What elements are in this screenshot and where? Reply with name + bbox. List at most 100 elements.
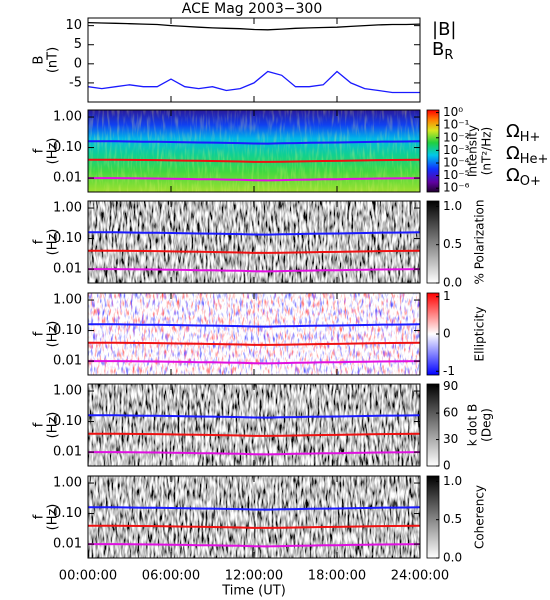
colorbar-tick-label: 10⁻² (443, 130, 470, 144)
y-tick-label: 0.10 (53, 231, 82, 246)
colorbar (426, 383, 440, 467)
legend-symbol: Ω (506, 121, 520, 142)
y-tick-label: 0.10 (53, 414, 82, 429)
y-axis-label: f (32, 148, 47, 153)
y-axis-label: f (32, 331, 47, 336)
y-axis-label: (Hz) (46, 504, 61, 531)
colorbar-tick-label: 10⁻⁶ (443, 181, 470, 195)
colorbar (426, 109, 440, 193)
y-axis-label: B (32, 56, 47, 65)
gyrofrequency-line (88, 268, 420, 273)
colorbar (426, 200, 440, 284)
gyrofrequency-line (88, 543, 420, 548)
colorbar-label: Ellipticity (473, 307, 487, 362)
gyrofrequency-line (88, 140, 420, 145)
chart-title: ACE Mag 2003−300 (182, 1, 322, 17)
legend-symbol: |B| (432, 19, 456, 40)
y-axis-label: f (32, 239, 47, 244)
colorbar-tick-label: 1 (443, 289, 451, 303)
colorbar-tick-label: 10⁻¹ (443, 118, 470, 132)
gyrofrequency-line (88, 432, 420, 437)
colorbar-label: (Deg) (480, 408, 494, 442)
y-axis-label: (Hz) (46, 138, 61, 165)
legend-symbol: B (432, 39, 444, 60)
colorbar-label: % Polarization (473, 200, 487, 285)
legend-symbol: Ω (506, 143, 520, 164)
y-axis-label: f (32, 514, 47, 519)
y-tick-label: 0.01 (53, 354, 82, 369)
y-tick-label: 5 (74, 37, 82, 52)
legend-label: ΩO+ (506, 165, 541, 189)
series-line (88, 21, 420, 31)
y-axis-label: (Hz) (46, 412, 61, 439)
x-tick-label: 00:00:00 (59, 569, 117, 584)
y-axis-label: f (32, 422, 47, 427)
gyrofrequency-line (88, 506, 420, 511)
legend-subscript: O+ (520, 174, 541, 189)
legend-subscript: R (444, 48, 453, 63)
legend-subscript: H+ (520, 130, 541, 145)
colorbar-tick-label: 90 (443, 379, 458, 393)
x-tick-label: 18:00:00 (308, 569, 366, 584)
colorbar-tick-label: 0.5 (443, 237, 462, 251)
x-axis-label: Time (UT) (221, 584, 286, 599)
gyrofrequency-line (88, 177, 420, 182)
colorbar-label: Intensity (466, 125, 480, 177)
y-tick-label: 0.10 (53, 506, 82, 521)
y-axis-label: (Hz) (46, 321, 61, 348)
x-tick-label: 24:00:00 (391, 569, 449, 584)
legend-label: BR (432, 39, 453, 63)
legend-label: |B| (432, 19, 456, 40)
colorbar-tick-label: 30 (443, 432, 458, 446)
colorbar-tick-label: 60 (443, 406, 458, 420)
colorbar-tick-label: 10⁻³ (443, 143, 470, 157)
y-tick-label: 0.10 (53, 323, 82, 338)
colorbar (426, 475, 440, 559)
y-tick-label: 0 (74, 56, 82, 71)
gyrofrequency-line (88, 451, 420, 456)
x-tick-label: 12:00:00 (225, 569, 283, 584)
colorbar-tick-label: 10⁻⁵ (443, 168, 470, 182)
colorbar-tick-label: 10⁻⁴ (443, 155, 470, 169)
legend-label: ΩHe+ (506, 143, 548, 167)
colorbar-tick-label: 0 (443, 327, 451, 341)
legend-subscript: He+ (520, 152, 549, 167)
colorbar-tick-label: 10⁰ (443, 105, 463, 119)
y-tick-label: 10 (65, 18, 82, 33)
gyrofrequency-line (88, 158, 420, 163)
colorbar-label: Coherency (473, 485, 487, 549)
gyrofrequency-line (88, 524, 420, 529)
legend-symbol: Ω (506, 165, 520, 186)
gyrofrequency-line (88, 249, 420, 254)
gyrofrequency-line (88, 323, 420, 328)
colorbar-tick-label: 1.0 (443, 474, 462, 488)
y-axis-label: (Hz) (46, 229, 61, 256)
colorbar-tick-label: 0.0 (443, 551, 462, 565)
gyrofrequency-line (88, 231, 420, 236)
colorbar-tick-label: 0.5 (443, 512, 462, 526)
gyrofrequency-line (88, 341, 420, 346)
series-line (88, 70, 420, 94)
colorbar-tick-label: 0 (443, 459, 451, 473)
legend-label: ΩH+ (506, 121, 540, 145)
colorbar-label: k dot B (466, 404, 480, 446)
y-tick-label: 0.01 (53, 537, 82, 552)
colorbar-label: (nT²/Hz) (480, 127, 494, 175)
x-tick-label: 06:00:00 (142, 569, 200, 584)
y-tick-label: 0.01 (53, 262, 82, 277)
y-tick-label: -5 (69, 75, 82, 90)
y-tick-label: 1.00 (53, 110, 82, 125)
y-tick-label: 1.00 (53, 293, 82, 308)
y-tick-label: 1.00 (53, 476, 82, 491)
colorbar-tick-label: -1 (443, 364, 455, 378)
y-tick-label: 0.01 (53, 445, 82, 460)
y-tick-label: 0.01 (53, 171, 82, 186)
colorbar-tick-label: 1.0 (443, 199, 462, 213)
colorbar-tick-label: 0.0 (443, 276, 462, 290)
gyrofrequency-line (88, 360, 420, 365)
y-tick-label: 0.10 (53, 140, 82, 155)
y-tick-label: 1.00 (53, 384, 82, 399)
gyrofrequency-line (88, 414, 420, 419)
y-tick-label: 1.00 (53, 201, 82, 216)
